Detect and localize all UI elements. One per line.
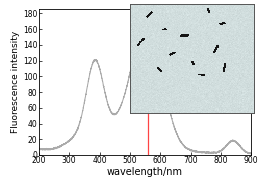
Y-axis label: Fluorescence intensity: Fluorescence intensity bbox=[11, 31, 20, 133]
X-axis label: wavelength/nm: wavelength/nm bbox=[107, 167, 183, 177]
Text: 560nm: 560nm bbox=[150, 15, 185, 25]
